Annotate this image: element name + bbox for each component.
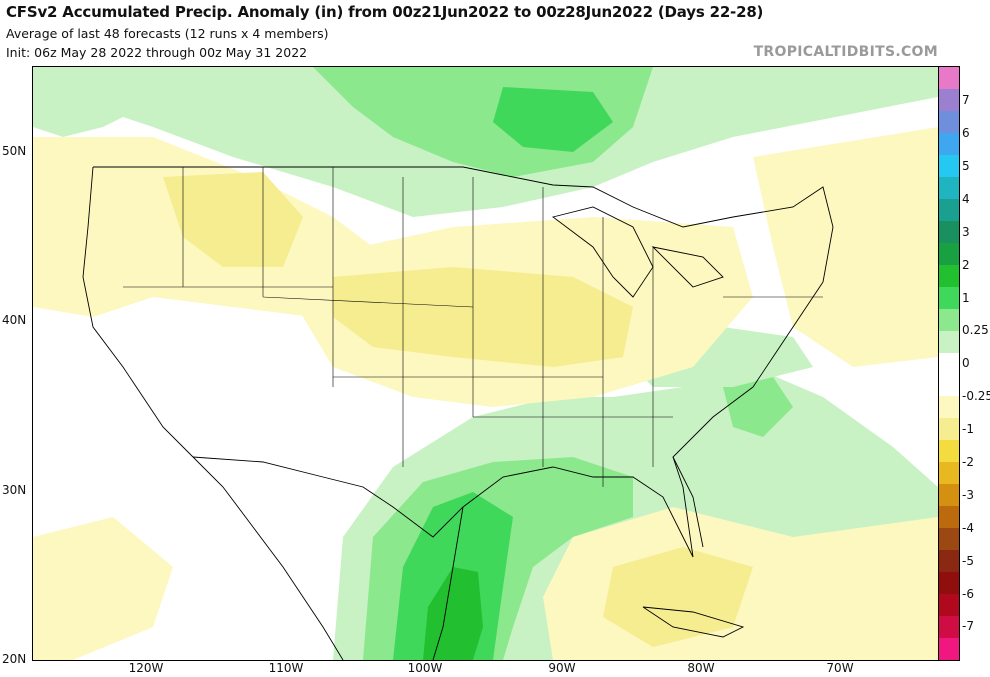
legend-tick-label: -0.25 bbox=[962, 389, 990, 403]
mexico-east-coast bbox=[432, 506, 464, 660]
legend-color-cell bbox=[939, 286, 959, 310]
color-scale-legend bbox=[938, 66, 960, 661]
west-coast bbox=[82, 166, 344, 660]
map-title: CFSv2 Accumulated Precip. Anomaly (in) f… bbox=[6, 3, 764, 21]
legend-tick-label: -5 bbox=[962, 554, 974, 568]
legend-tick-label: 4 bbox=[962, 192, 970, 206]
cuba bbox=[642, 606, 745, 638]
legend-color-cell bbox=[939, 484, 959, 507]
legend-color-cell bbox=[939, 528, 959, 551]
legend-color-cell bbox=[939, 154, 959, 178]
legend-color-cell bbox=[939, 132, 959, 156]
lat-label-30n: 30N bbox=[2, 483, 27, 497]
wet-area-mexico-max bbox=[423, 567, 483, 660]
legend-tick-label: 0.25 bbox=[962, 323, 989, 337]
lon-label-120w: 120W bbox=[128, 661, 164, 675]
lat-label-50n: 50N bbox=[2, 144, 27, 158]
legend-color-cell bbox=[939, 638, 959, 661]
great-lakes bbox=[551, 206, 724, 298]
dry-area-northeast bbox=[753, 127, 938, 367]
wet-anomaly-areas bbox=[33, 67, 938, 660]
legend-color-cell bbox=[939, 374, 959, 397]
legend-color-cell bbox=[939, 418, 959, 441]
forecast-average-subtitle: Average of last 48 forecasts (12 runs x … bbox=[6, 26, 329, 41]
wet-area-pacific-nw bbox=[33, 67, 173, 137]
lon-label-90w: 90W bbox=[548, 661, 576, 675]
gulf-coast bbox=[462, 281, 824, 558]
legend-color-cell bbox=[939, 352, 959, 375]
legend-tick-label: -4 bbox=[962, 521, 974, 535]
wet-area-mid-atlantic bbox=[723, 377, 793, 437]
dry-area-corn-belt bbox=[333, 267, 633, 367]
dry-area-caribbean-core bbox=[603, 547, 753, 647]
legend-color-cell bbox=[939, 506, 959, 529]
legend-tick-label: 3 bbox=[962, 225, 970, 239]
legend-tick-label: 7 bbox=[962, 93, 970, 107]
legend-color-cell bbox=[939, 88, 959, 112]
wet-area-carolina bbox=[633, 327, 813, 387]
legend-color-cell bbox=[939, 616, 959, 639]
state-borders bbox=[123, 167, 823, 487]
legend-tick-label: -1 bbox=[962, 422, 974, 436]
legend-color-cell bbox=[939, 462, 959, 485]
dry-area-pacific-sw bbox=[33, 517, 173, 660]
precip-anomaly-map bbox=[32, 66, 939, 661]
florida bbox=[672, 456, 704, 548]
map-canvas bbox=[33, 67, 938, 660]
brand-watermark: TROPICALTIDBITS.COM bbox=[753, 44, 938, 60]
us-canada-border bbox=[93, 166, 834, 283]
lat-label-20n: 20N bbox=[2, 652, 27, 666]
lon-label-110w: 110W bbox=[268, 661, 304, 675]
legend-color-cell bbox=[939, 220, 959, 244]
legend-color-cell bbox=[939, 440, 959, 463]
lon-label-100w: 100W bbox=[407, 661, 443, 675]
lon-label-80w: 80W bbox=[687, 661, 715, 675]
lat-label-40n: 40N bbox=[2, 313, 27, 327]
legend-color-cell bbox=[939, 594, 959, 617]
legend-tick-label: -7 bbox=[962, 619, 974, 633]
legend-tick-label: -3 bbox=[962, 488, 974, 502]
wet-area-ontario bbox=[493, 87, 613, 152]
legend-color-cell bbox=[939, 396, 959, 419]
dry-area-idaho bbox=[163, 172, 303, 267]
legend-color-cell bbox=[939, 572, 959, 595]
us-mexico-border bbox=[192, 456, 464, 538]
legend-color-cell bbox=[939, 198, 959, 222]
legend-tick-label: 2 bbox=[962, 258, 970, 272]
legend-tick-label: -2 bbox=[962, 455, 974, 469]
legend-tick-label: -6 bbox=[962, 587, 974, 601]
legend-tick-label: 1 bbox=[962, 291, 970, 305]
map-outlines bbox=[82, 166, 834, 660]
legend-tick-label: 0 bbox=[962, 356, 970, 370]
legend-color-cell bbox=[939, 308, 959, 332]
legend-color-cell bbox=[939, 242, 959, 266]
legend-tick-label: 5 bbox=[962, 159, 970, 173]
legend-color-cell bbox=[939, 67, 959, 90]
legend-tick-label: 6 bbox=[962, 126, 970, 140]
lon-label-70w: 70W bbox=[826, 661, 854, 675]
init-time-subtitle: Init: 06z May 28 2022 through 00z May 31… bbox=[6, 45, 308, 60]
legend-color-cell bbox=[939, 264, 959, 288]
legend-color-cell bbox=[939, 550, 959, 573]
legend-color-cell bbox=[939, 176, 959, 200]
dry-anomaly-areas bbox=[33, 127, 938, 660]
legend-color-cell bbox=[939, 110, 959, 134]
legend-color-cell bbox=[939, 330, 959, 353]
